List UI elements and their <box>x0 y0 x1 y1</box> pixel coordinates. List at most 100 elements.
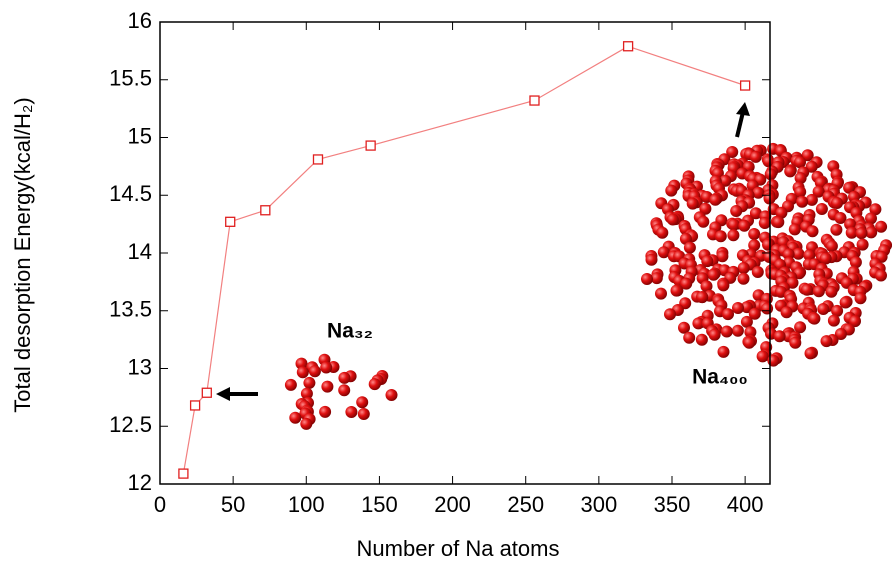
atom <box>801 284 813 296</box>
atom <box>828 315 840 327</box>
atom <box>794 156 806 168</box>
atom <box>757 350 769 362</box>
atom <box>750 151 762 163</box>
chart: Number of Na atoms Total desorption Ener… <box>0 0 892 567</box>
atom <box>722 308 734 320</box>
x-tick-label: 100 <box>288 492 325 517</box>
atom <box>358 408 370 420</box>
atom <box>641 273 653 285</box>
y-tick-label: 14.5 <box>109 181 152 206</box>
marker <box>366 141 375 150</box>
arrow <box>737 112 743 137</box>
atom <box>709 329 721 341</box>
marker <box>741 81 750 90</box>
atom <box>684 242 696 254</box>
marker <box>191 401 200 410</box>
atom <box>761 303 773 315</box>
atom <box>820 253 832 265</box>
x-tick-label: 150 <box>361 492 398 517</box>
atom <box>738 273 750 285</box>
atom <box>321 381 333 393</box>
y-axis-label: Total desorption Energy(kcal/H₂) <box>10 97 35 412</box>
marker <box>202 388 211 397</box>
atom <box>721 326 733 338</box>
atom <box>821 335 833 347</box>
atom <box>356 396 368 408</box>
marker <box>261 206 270 215</box>
x-tick-label: 250 <box>507 492 544 517</box>
x-tick-label: 50 <box>221 492 245 517</box>
atom <box>875 270 887 282</box>
atom <box>784 165 796 177</box>
atom <box>738 262 750 274</box>
atom <box>807 225 819 237</box>
atom <box>805 347 817 359</box>
atom <box>386 389 398 401</box>
atom <box>338 384 350 396</box>
arrow-head <box>216 387 230 401</box>
atom <box>338 372 350 384</box>
atom <box>759 217 771 229</box>
atom <box>865 212 877 224</box>
cluster-images <box>285 143 892 430</box>
atom <box>655 288 667 300</box>
annotation: Na₄₀₀ <box>692 366 748 389</box>
atom <box>772 216 784 228</box>
atom <box>671 285 683 297</box>
atom <box>718 346 730 358</box>
atom <box>830 224 842 236</box>
atom <box>656 227 668 239</box>
atom <box>664 308 676 320</box>
x-tick-label: 0 <box>154 492 166 517</box>
atom <box>727 229 739 241</box>
atom <box>738 220 750 232</box>
x-tick-label: 200 <box>434 492 471 517</box>
y-tick-label: 13 <box>128 354 152 379</box>
atom <box>667 214 679 226</box>
atom <box>767 355 779 367</box>
atom <box>748 228 760 240</box>
atom <box>817 303 829 315</box>
atom <box>856 227 868 239</box>
series-line <box>183 46 745 473</box>
annotation: Na₃₂ <box>327 320 373 343</box>
atom <box>309 365 321 377</box>
atom <box>825 286 837 298</box>
atom <box>732 302 744 314</box>
atom <box>789 337 801 349</box>
x-tick-label: 350 <box>654 492 691 517</box>
atom <box>709 194 721 206</box>
y-tick-label: 14 <box>128 239 152 264</box>
atom <box>696 334 708 346</box>
marker <box>179 469 188 478</box>
atom <box>813 285 825 297</box>
atom <box>855 292 867 304</box>
atom <box>319 406 331 418</box>
atom <box>808 313 820 325</box>
atom <box>789 223 801 235</box>
atom <box>741 316 753 328</box>
marker <box>226 217 235 226</box>
marker <box>624 42 633 51</box>
y-tick-label: 15 <box>128 123 152 148</box>
x-tick-label: 300 <box>580 492 617 517</box>
atom <box>730 205 742 217</box>
marker <box>530 96 539 105</box>
atom <box>781 306 793 318</box>
atom <box>796 196 808 208</box>
marker <box>313 155 322 164</box>
atom <box>665 185 677 197</box>
atom <box>697 216 709 228</box>
arrow-head <box>736 102 750 116</box>
y-tick-label: 15.5 <box>109 66 152 91</box>
y-tick-label: 13.5 <box>109 297 152 322</box>
atom <box>840 297 852 309</box>
atom <box>297 366 309 378</box>
atom <box>831 197 843 209</box>
x-tick-label: 400 <box>727 492 764 517</box>
atom <box>300 418 312 430</box>
atom <box>345 406 357 418</box>
atom <box>717 279 729 291</box>
atom <box>320 362 332 374</box>
atom <box>743 337 755 349</box>
